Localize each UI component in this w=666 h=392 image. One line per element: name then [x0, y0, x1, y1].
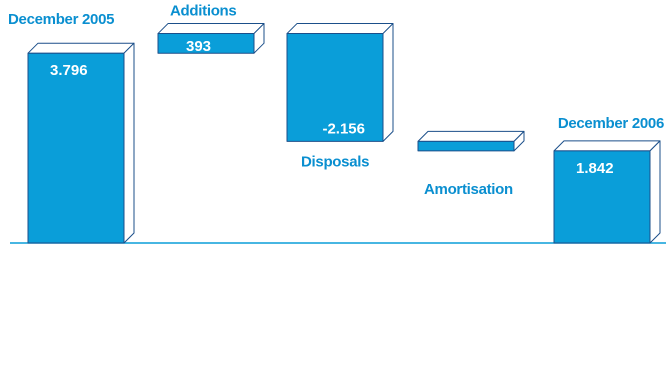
bar-side-face	[382, 23, 394, 142]
labels-group: 3.796 December 2005 393 Additions -2.156 Disp…	[8, 3, 664, 198]
value-label: -191	[444, 160, 474, 177]
bar-top-face	[417, 130, 525, 142]
category-label: Amortisation	[424, 181, 513, 198]
bar-top-face	[27, 42, 135, 54]
bars-group	[27, 23, 661, 244]
bar-front-face	[286, 33, 384, 142]
bar-front-face	[27, 52, 125, 244]
bar-3	[286, 23, 394, 142]
bar-top-face	[157, 23, 265, 35]
bar-side-face	[123, 42, 135, 244]
bar-top-face	[286, 23, 394, 35]
bar-2	[157, 23, 265, 54]
value-label: 1.842	[576, 160, 614, 177]
bar-front-face	[553, 150, 651, 244]
value-label: -2.156	[322, 120, 365, 137]
bar-1	[27, 42, 135, 244]
bar-side-face	[649, 140, 661, 244]
value-label: 393	[186, 38, 211, 55]
category-label: Disposals	[301, 153, 369, 170]
bar-front-face	[157, 33, 255, 54]
bar-front-face	[417, 140, 515, 152]
category-label: Additions	[170, 3, 236, 20]
category-label: December 2005	[8, 11, 114, 28]
value-label: 3.796	[50, 62, 88, 79]
category-label: December 2006	[558, 115, 664, 132]
bar-top-face	[553, 140, 661, 152]
bar-5	[553, 140, 661, 244]
bar-4	[417, 130, 525, 152]
